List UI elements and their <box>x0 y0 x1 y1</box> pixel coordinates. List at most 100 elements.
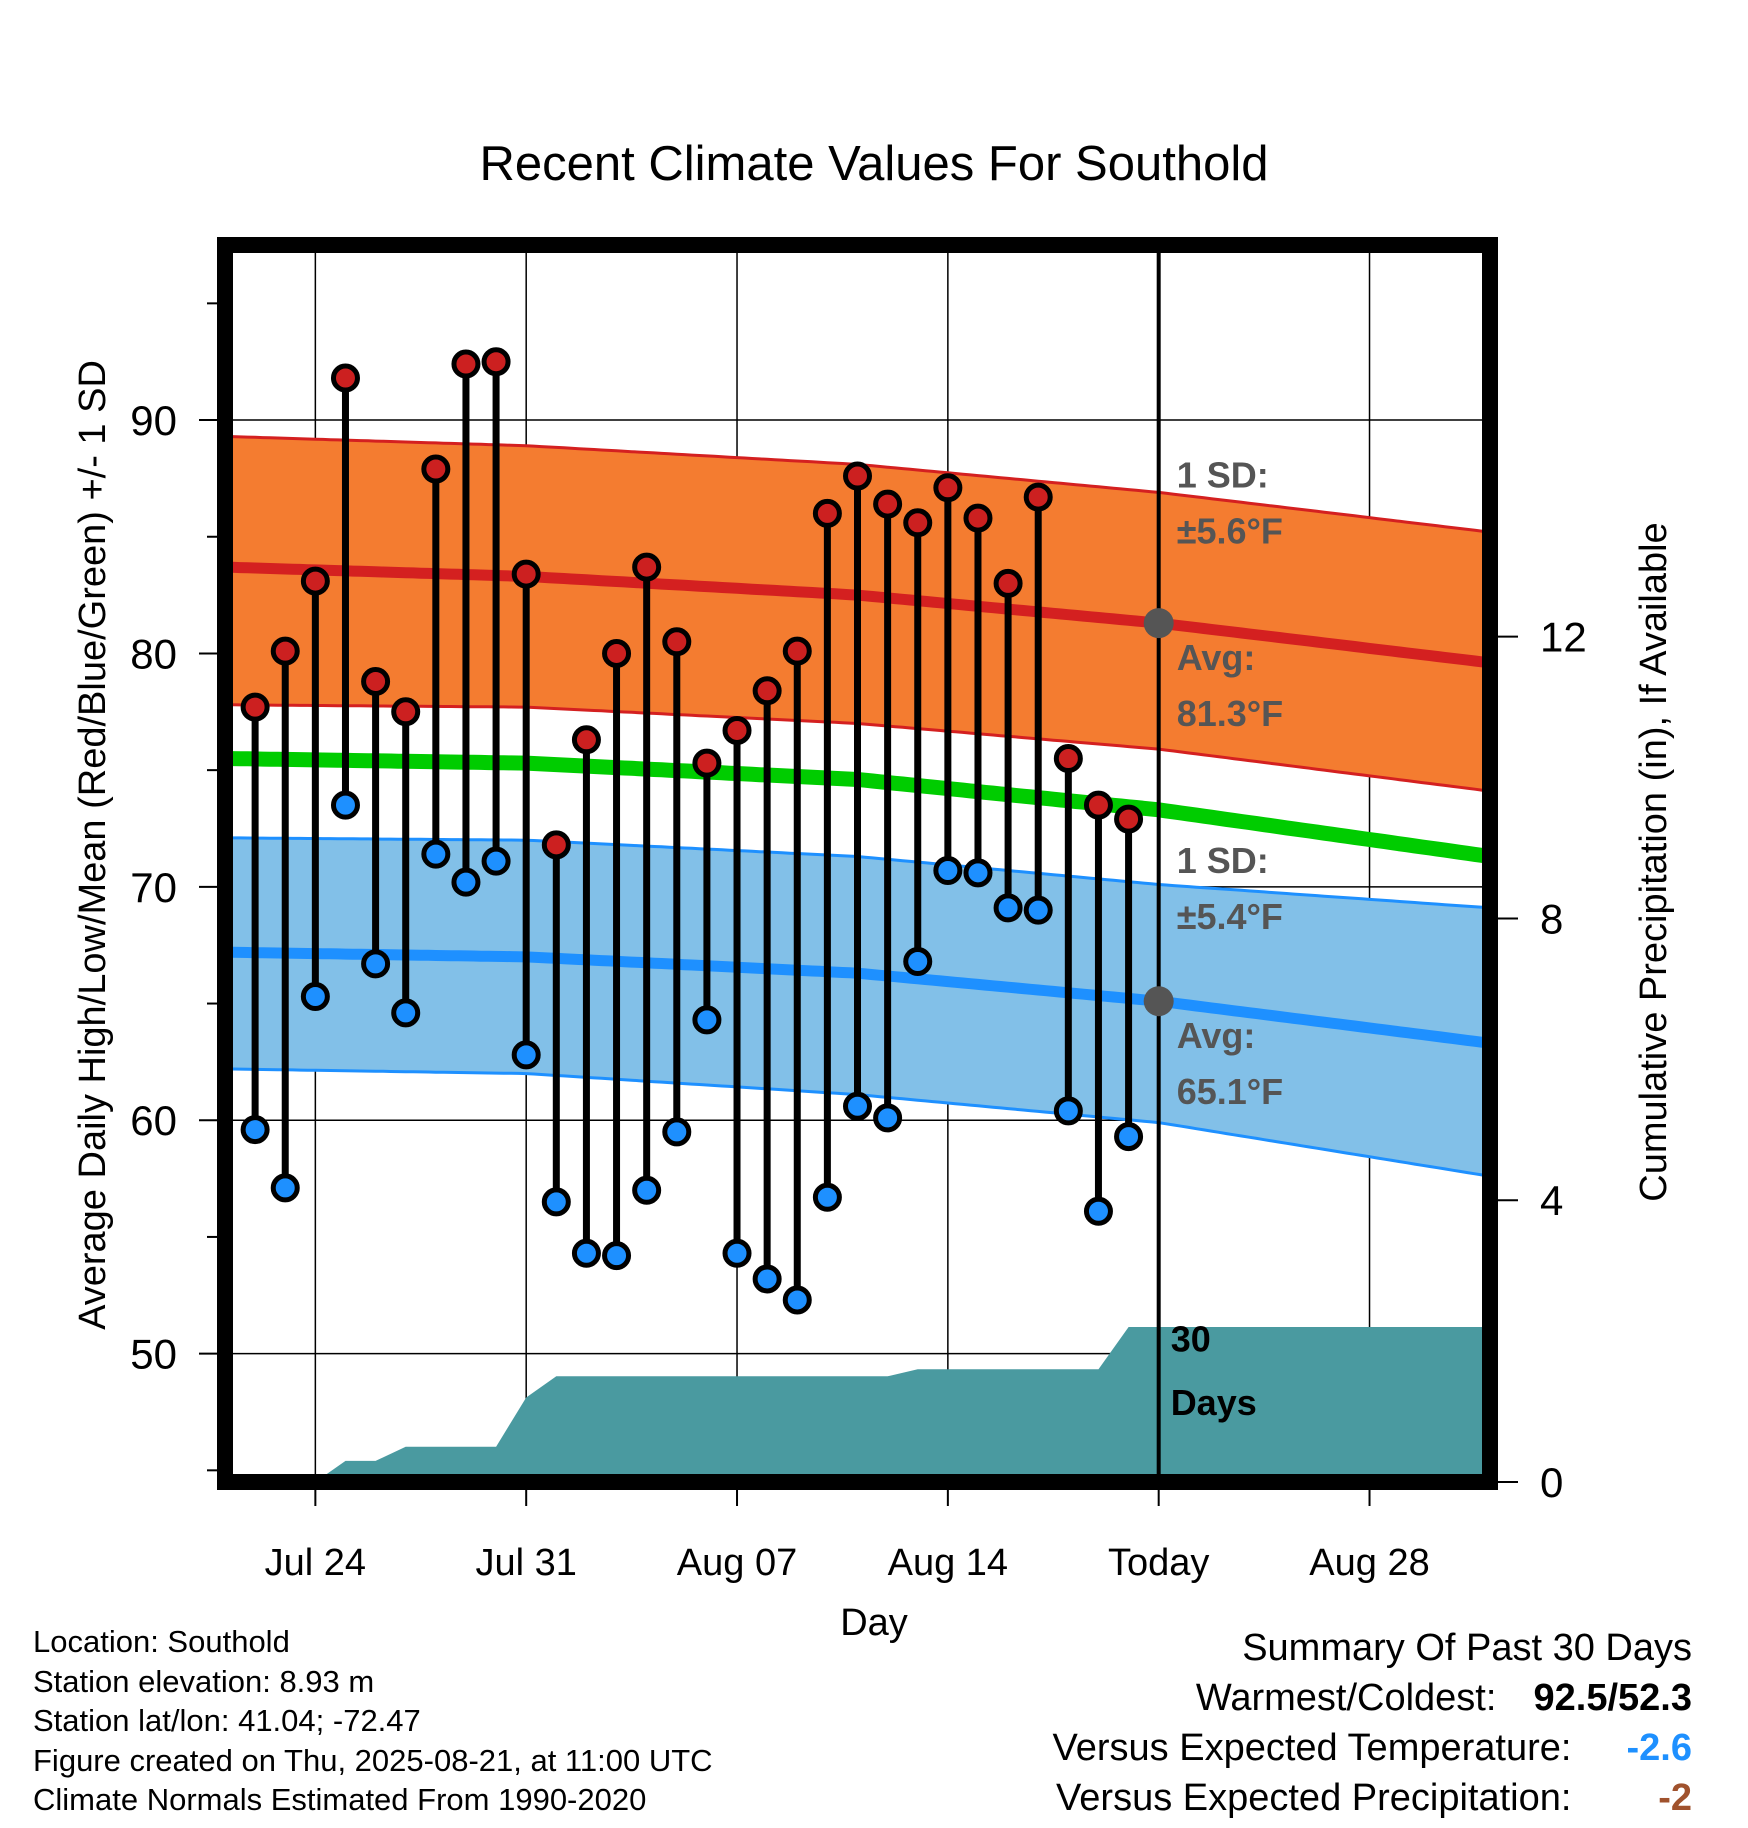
daily-low-point <box>722 1238 752 1268</box>
x-tick-label: Jul 31 <box>475 1542 576 1584</box>
latlon-text: Station lat/lon: 41.04; -72.47 <box>33 1703 421 1738</box>
daily-high-point <box>361 666 391 696</box>
daily-high-point <box>451 349 481 379</box>
y2-tick-label: 8 <box>1540 895 1563 942</box>
daily-low-point <box>662 1117 692 1147</box>
y2-tick-label: 12 <box>1540 614 1587 661</box>
daily-low-point <box>692 1005 722 1035</box>
low-sd-label: 1 SD: <box>1177 840 1269 881</box>
daily-low-point <box>361 949 391 979</box>
daily-low-point <box>632 1175 662 1205</box>
daily-low-point <box>541 1187 571 1217</box>
daily-high-point <box>722 715 752 745</box>
daily-high-point <box>662 627 692 657</box>
daily-low-point <box>240 1115 270 1145</box>
precip-departure-label: Versus Expected Precipitation: <box>1056 1777 1572 1819</box>
daily-low-point <box>1053 1096 1083 1126</box>
daily-high-point <box>632 552 662 582</box>
daily-low-point <box>903 947 933 977</box>
high-avg-value: 81.3°F <box>1177 693 1283 734</box>
chart-title: Recent Climate Values For Southold <box>480 137 1269 191</box>
daily-low-point <box>451 867 481 897</box>
low-sd-value: ±5.4°F <box>1177 896 1283 937</box>
daily-low-point <box>873 1103 903 1133</box>
daily-low-point <box>571 1238 601 1268</box>
y-tick-label: 80 <box>130 630 177 677</box>
warmest-coldest-label: Warmest/Coldest: <box>1195 1677 1497 1719</box>
daily-low-point <box>270 1173 300 1203</box>
x-tick-label: Aug 07 <box>677 1542 797 1584</box>
daily-high-point <box>391 697 421 727</box>
daily-high-point <box>481 347 511 377</box>
x-tick-label: Jul 24 <box>265 1542 366 1584</box>
daily-low-point <box>752 1264 782 1294</box>
temp-departure-row: Versus Expected Temperature: -2.6 <box>1053 1723 1692 1773</box>
high-avg-label: Avg: <box>1177 637 1256 678</box>
plot-area: 1 SD: ±5.6°F Avg: 81.3°F 1 SD: ±5.4°F Avg: 65.1… <box>130 237 1587 1584</box>
daily-high-point <box>903 508 933 538</box>
y-tick-label: 70 <box>130 864 177 911</box>
y-axis-label: Average Daily High/Low/Mean (Red/Blue/Gr… <box>72 360 114 1330</box>
precip-area <box>225 1327 1490 1482</box>
daily-high-point <box>1053 743 1083 773</box>
y2-tick-label: 0 <box>1540 1459 1563 1506</box>
daily-low-point <box>602 1241 632 1271</box>
daily-high-point <box>511 559 541 589</box>
x-tick-label: Aug 14 <box>888 1542 1008 1584</box>
elevation-text: Station elevation: 8.93 m <box>33 1663 375 1699</box>
high-sd-label: 1 SD: <box>1177 455 1269 496</box>
daily-high-point <box>240 692 270 722</box>
y-tick-label: 50 <box>130 1331 177 1378</box>
daily-low-point <box>1023 895 1053 925</box>
y-tick-label: 60 <box>130 1097 177 1144</box>
location-text: Location: Southold <box>33 1624 290 1659</box>
daily-high-point <box>782 636 812 666</box>
daily-high-point <box>421 454 451 484</box>
warmest-coldest-value: 92.5/52.3 <box>1533 1677 1692 1719</box>
precip-departure-value: -2 <box>1658 1777 1692 1819</box>
summary-title: Summary Of Past 30 Days <box>1242 1627 1692 1669</box>
daily-low-point <box>1114 1122 1144 1152</box>
y2-tick-label: 4 <box>1540 1177 1563 1224</box>
daily-high-point <box>330 363 360 393</box>
temp-departure-value: -2.6 <box>1626 1727 1692 1769</box>
x-axis-label: Day <box>840 1602 908 1644</box>
daily-high-point <box>752 676 782 706</box>
y-tick-label: 90 <box>130 397 177 444</box>
daily-low-point <box>330 790 360 820</box>
low-avg-value: 65.1°F <box>1177 1071 1283 1112</box>
low-avg-dot <box>1143 986 1174 1017</box>
daily-low-point <box>993 893 1023 923</box>
daily-low-point <box>481 846 511 876</box>
daily-low-point <box>391 998 421 1028</box>
daily-high-point <box>933 473 963 503</box>
daily-high-point <box>1083 790 1113 820</box>
daily-high-point <box>1114 804 1144 834</box>
daily-high-point <box>541 830 571 860</box>
daily-low-point <box>300 982 330 1012</box>
daily-high-point <box>812 498 842 528</box>
window-days-label: Days <box>1171 1382 1257 1423</box>
daily-high-point <box>602 638 632 668</box>
plot-frame <box>217 237 1498 1490</box>
daily-high-point <box>1023 482 1053 512</box>
station-info: Location: Southold Station elevation: 8.… <box>33 1622 713 1820</box>
temp-departure-label: Versus Expected Temperature: <box>1052 1727 1572 1769</box>
daily-high-point <box>692 748 722 778</box>
daily-low-point <box>963 858 993 888</box>
daily-low-point <box>812 1182 842 1212</box>
high-avg-dot <box>1143 608 1174 639</box>
daily-low-point <box>421 839 451 869</box>
daily-low-point <box>511 1040 541 1070</box>
x-tick-label: Today <box>1108 1542 1209 1584</box>
summary-panel: Summary Of Past 30 Days Warmest/Coldest:… <box>1053 1623 1692 1823</box>
daily-low-point <box>782 1285 812 1315</box>
window-days-number: 30 <box>1171 1319 1211 1360</box>
created-text: Figure created on Thu, 2025-08-21, at 11… <box>33 1742 713 1778</box>
daily-low-point <box>933 856 963 886</box>
warmest-coldest-row: Warmest/Coldest: 92.5/52.3 <box>1053 1673 1692 1723</box>
normals-text: Climate Normals Estimated From 1990-2020 <box>33 1782 647 1817</box>
daily-high-point <box>963 503 993 533</box>
daily-high-point <box>843 461 872 491</box>
